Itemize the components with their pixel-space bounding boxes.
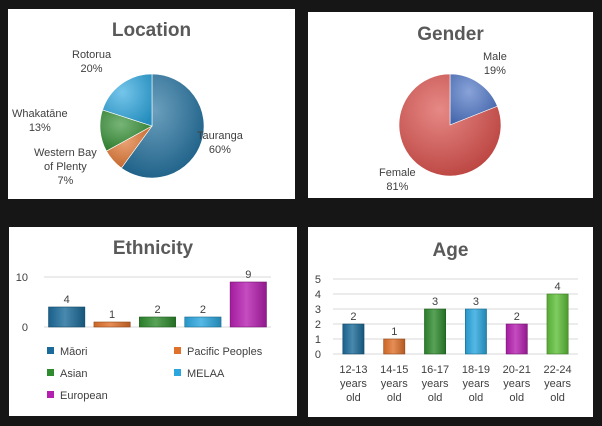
location-label-whakatane: Whakatāne 13% xyxy=(12,108,68,134)
age-category-label: 22-24 years old xyxy=(544,364,572,404)
legend-swatch xyxy=(47,369,54,376)
location-pie-chart xyxy=(99,73,205,179)
age-category-label: 14-15 years old xyxy=(380,364,408,404)
ethnicity-chart-title: Ethnicity xyxy=(112,238,194,259)
age-bar xyxy=(546,293,569,355)
ethnicity-data-label: 1 xyxy=(109,309,115,321)
age-y-tick-label: 3 xyxy=(315,304,321,316)
ethnicity-y-tick-label: 10 xyxy=(16,272,28,284)
age-category-label: 20-21 years old xyxy=(503,364,531,404)
legend-swatch xyxy=(174,347,181,354)
age-y-tick-label: 2 xyxy=(315,319,321,331)
ethnicity-bar xyxy=(139,316,176,328)
age-bar xyxy=(342,323,365,355)
age-bar xyxy=(383,338,406,355)
ethnicity-y-tick-label: 0 xyxy=(22,322,28,334)
location-label-rotorua: Rotorua 20% xyxy=(72,49,112,75)
ethnicity-chart-panel: Ethnicity 0 10 4 1 2 2 9 Māori Pacific Peoples… xyxy=(9,227,297,416)
ethnicity-data-label: 2 xyxy=(154,304,160,316)
age-category-label: 16-17 years old xyxy=(421,364,449,404)
gender-pie-chart xyxy=(398,73,502,177)
age-bar xyxy=(465,308,487,355)
age-data-label: 3 xyxy=(473,296,479,308)
age-category-label: 12-13 years old xyxy=(339,364,367,404)
ethnicity-bar-chart: 0 10 4 1 2 2 9 xyxy=(16,269,271,334)
age-category-label: 18-19 years old xyxy=(462,364,490,404)
age-y-tick-label: 5 xyxy=(315,274,321,286)
age-y-tick-label: 4 xyxy=(315,289,321,301)
gender-slice-female xyxy=(398,73,502,177)
legend-swatch xyxy=(174,369,181,376)
location-label-tauranga: Tauranga 60% xyxy=(197,130,243,156)
age-bar xyxy=(505,323,528,355)
age-data-label: 3 xyxy=(432,296,438,308)
location-chart-panel: Location Tauranga 60% Western Bay of Plen… xyxy=(8,9,295,199)
age-chart-title: Age xyxy=(432,240,469,261)
gender-chart-title: Gender xyxy=(417,24,484,45)
legend-item-melaa: MELAA xyxy=(174,368,224,380)
ethnicity-bar xyxy=(48,306,86,328)
age-data-label: 4 xyxy=(555,281,561,293)
legend-item-maori: Māori xyxy=(47,346,88,358)
location-slice-rotorua xyxy=(102,73,153,127)
age-bar-chart: 0 1 2 3 4 5 2 12-13 years old 1 14-15 years old 3 16-17… xyxy=(315,274,578,404)
legend-item-pacific-peoples: Pacific Peoples xyxy=(174,346,262,358)
ethnicity-data-label: 2 xyxy=(200,304,206,316)
legend-item-european: European xyxy=(47,390,108,402)
legend-swatch xyxy=(47,347,54,354)
ethnicity-data-label: 4 xyxy=(64,294,70,306)
age-chart-panel: Age 0 1 2 3 4 5 2 12-13 years old 1 14-15 years old 3 1… xyxy=(308,227,593,417)
ethnicity-bar xyxy=(229,281,267,328)
gender-label-male: Male 19% xyxy=(483,51,507,77)
ethnicity-bar xyxy=(184,316,222,328)
gender-label-female: Female 81% xyxy=(379,167,416,193)
ethnicity-data-label: 9 xyxy=(245,269,251,281)
age-y-tick-label: 1 xyxy=(315,334,321,346)
location-chart-title: Location xyxy=(111,20,192,41)
age-data-label: 2 xyxy=(514,311,520,323)
location-label-western-bay: Western Bay of Plenty 7% xyxy=(34,147,97,187)
location-slice-tauranga xyxy=(121,73,205,179)
gender-chart-panel: Gender Male 19% Female 81% xyxy=(308,12,593,198)
age-data-label: 1 xyxy=(391,326,397,338)
age-bar xyxy=(424,308,447,355)
age-y-tick-label: 0 xyxy=(315,349,321,361)
gender-slice-male xyxy=(449,73,498,126)
legend-item-asian: Asian xyxy=(47,368,88,380)
age-data-label: 2 xyxy=(350,311,356,323)
ethnicity-bar xyxy=(93,321,131,328)
legend-swatch xyxy=(47,391,54,398)
